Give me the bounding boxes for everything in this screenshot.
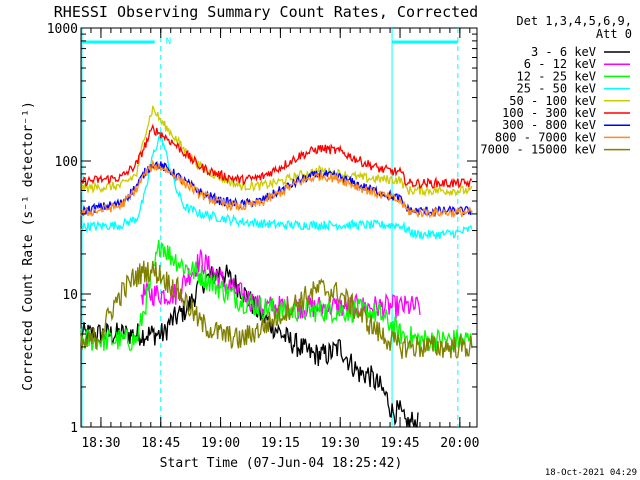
series-5 [80,123,473,190]
x-tick-label: 20:00 [440,436,479,451]
series-line-5 [80,123,473,190]
y-tick-label: 1000 [47,22,78,37]
x-tick-label: 19:00 [201,436,240,451]
legend-label: 7000 - 15000 keV [480,143,596,157]
series-line-7 [80,159,473,219]
legend-label: 25 - 50 keV [517,82,596,96]
series-line-3 [80,129,473,240]
series-line-8 [80,260,473,359]
legend-label: 12 - 25 keV [517,69,596,83]
x-tick-label: 19:30 [321,436,360,451]
y-tick-label: 1 [70,421,78,436]
legend-label: 800 - 7000 keV [495,130,596,144]
y-axis-label: Corrected Count Rate (s⁻¹ detector⁻¹) [21,101,36,391]
legend-label: 6 - 12 keV [524,57,596,71]
timestamp: 18-Oct-2021 04:29 [545,468,637,478]
chart-title: RHESSI Observing Summary Count Rates, Co… [54,3,478,21]
series-2 [80,240,473,352]
x-tick-label: 18:45 [141,436,180,451]
y-axis: 1 10 100 1000 [47,22,477,436]
legend-label: 100 - 300 keV [502,106,596,120]
x-tick-label: 19:45 [380,436,419,451]
legend-label: 3 - 6 keV [531,45,596,59]
y-tick-label: 100 [55,155,78,170]
series-3 [80,129,473,240]
legend-label: 300 - 800 keV [502,118,596,132]
night-marker-label: N [166,37,171,47]
x-tick-label: 19:15 [261,436,300,451]
plot-area: N [80,27,478,428]
legend-label: 50 - 100 keV [509,94,596,108]
x-tick-label: 18:30 [81,436,120,451]
x-axis-label: Start Time (07-Jun-04 18:25:42) [160,456,403,471]
series-line-2 [80,240,473,352]
plot-frame [80,27,478,428]
legend-title: Det 1,3,4,5,6,9, [516,14,632,28]
series-4 [80,105,473,198]
x-axis: 18:30 18:45 19:00 19:15 19:30 19:45 20:00 [80,28,479,451]
series-line-4 [80,105,473,198]
y-tick-label: 10 [62,288,78,303]
series-7 [80,159,473,219]
legend-title-2: Att 0 [596,27,632,41]
series-8 [80,260,473,359]
